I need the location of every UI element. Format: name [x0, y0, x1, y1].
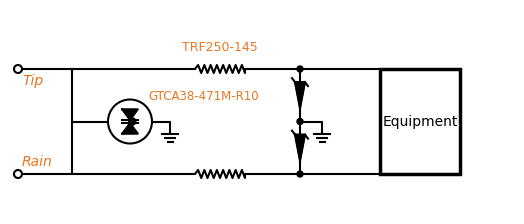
Circle shape — [297, 171, 303, 177]
Text: TRF250-145: TRF250-145 — [182, 41, 258, 54]
Polygon shape — [122, 123, 138, 134]
Polygon shape — [295, 82, 305, 108]
Circle shape — [108, 99, 152, 144]
Circle shape — [297, 66, 303, 72]
Circle shape — [297, 118, 303, 125]
Circle shape — [129, 118, 136, 125]
Polygon shape — [122, 109, 138, 120]
Polygon shape — [295, 135, 305, 161]
Text: Equipment: Equipment — [383, 114, 457, 129]
Text: Rain: Rain — [22, 155, 53, 169]
Text: GTCA38-471M-R10: GTCA38-471M-R10 — [148, 90, 259, 103]
Text: Tip: Tip — [22, 74, 43, 88]
Bar — [380, 69, 460, 174]
